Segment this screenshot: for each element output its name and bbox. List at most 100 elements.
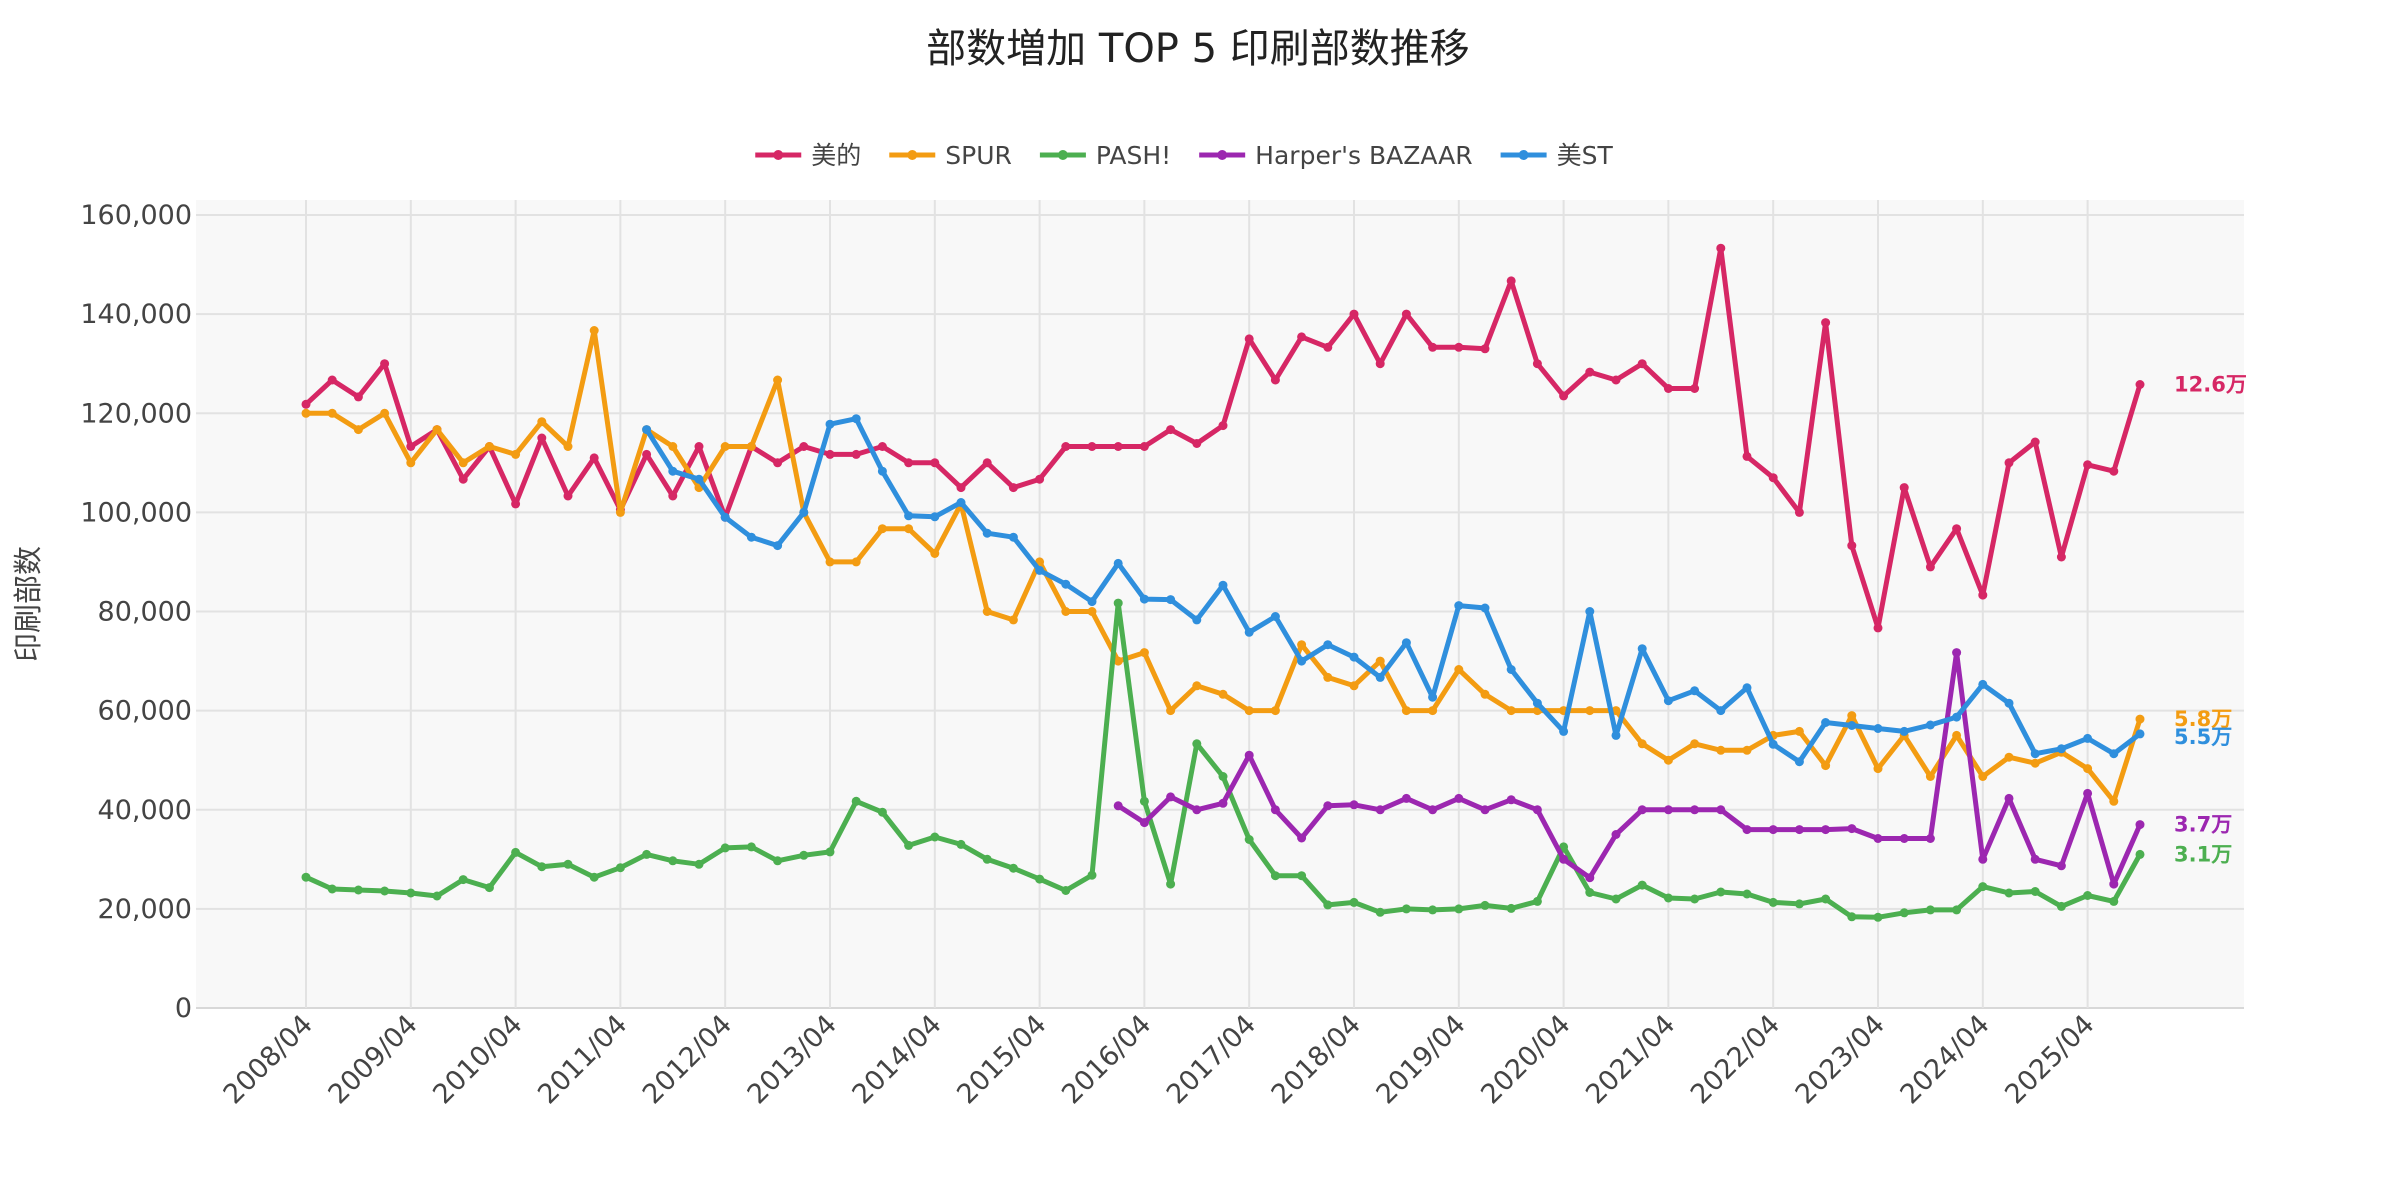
- data-point[interactable]: [1952, 905, 1962, 915]
- data-point[interactable]: [1166, 792, 1176, 802]
- data-point[interactable]: [615, 863, 625, 873]
- data-point[interactable]: [930, 512, 940, 522]
- data-point[interactable]: [1349, 652, 1359, 662]
- data-point[interactable]: [1559, 842, 1569, 852]
- data-point[interactable]: [1506, 706, 1516, 716]
- data-point[interactable]: [1454, 342, 1464, 352]
- data-point[interactable]: [1663, 755, 1673, 765]
- data-point[interactable]: [1454, 601, 1464, 611]
- data-point[interactable]: [1349, 800, 1359, 810]
- data-point[interactable]: [1113, 801, 1123, 811]
- data-point[interactable]: [694, 474, 704, 484]
- data-point[interactable]: [511, 449, 521, 459]
- data-point[interactable]: [642, 449, 652, 459]
- data-point[interactable]: [1821, 761, 1831, 771]
- data-point[interactable]: [1585, 888, 1595, 897]
- data-point[interactable]: [956, 483, 966, 493]
- data-point[interactable]: [2135, 380, 2145, 389]
- data-point[interactable]: [1506, 795, 1516, 805]
- data-point[interactable]: [2109, 466, 2119, 476]
- data-point[interactable]: [1532, 896, 1542, 906]
- data-point[interactable]: [1690, 739, 1700, 749]
- data-point[interactable]: [511, 847, 521, 857]
- data-point[interactable]: [1323, 640, 1333, 650]
- data-point[interactable]: [406, 888, 416, 898]
- data-point[interactable]: [1794, 825, 1804, 835]
- legend-item[interactable]: SPUR: [889, 141, 1012, 170]
- data-point[interactable]: [668, 466, 678, 476]
- data-point[interactable]: [1899, 908, 1909, 918]
- data-point[interactable]: [380, 408, 390, 418]
- data-point[interactable]: [2004, 698, 2014, 708]
- data-point[interactable]: [1218, 772, 1228, 781]
- data-point[interactable]: [1087, 597, 1097, 607]
- data-point[interactable]: [1952, 712, 1962, 722]
- data-point[interactable]: [484, 883, 494, 893]
- data-point[interactable]: [642, 849, 652, 859]
- data-point[interactable]: [537, 862, 547, 872]
- data-point[interactable]: [877, 807, 887, 817]
- data-point[interactable]: [1690, 686, 1700, 696]
- data-point[interactable]: [825, 449, 835, 459]
- series-line[interactable]: [644, 416, 2143, 765]
- data-point[interactable]: [1428, 905, 1438, 915]
- data-point[interactable]: [1690, 805, 1700, 815]
- data-point[interactable]: [930, 549, 940, 558]
- data-point[interactable]: [1139, 818, 1149, 828]
- data-point[interactable]: [1087, 442, 1097, 451]
- data-point[interactable]: [537, 417, 547, 427]
- data-point[interactable]: [1375, 907, 1385, 917]
- data-point[interactable]: [1611, 830, 1621, 839]
- data-point[interactable]: [1716, 887, 1726, 897]
- data-point[interactable]: [1035, 474, 1045, 484]
- data-point[interactable]: [1244, 334, 1254, 344]
- data-point[interactable]: [1794, 899, 1804, 909]
- data-point[interactable]: [1113, 558, 1123, 568]
- data-point[interactable]: [1297, 656, 1307, 666]
- data-point[interactable]: [825, 847, 835, 857]
- data-point[interactable]: [904, 458, 914, 468]
- data-point[interactable]: [1899, 834, 1909, 843]
- data-point[interactable]: [511, 499, 521, 509]
- series-line[interactable]: [1115, 650, 2143, 887]
- data-point[interactable]: [1873, 623, 1883, 633]
- data-point[interactable]: [1742, 451, 1752, 461]
- data-point[interactable]: [1480, 603, 1490, 613]
- data-point[interactable]: [1454, 904, 1464, 914]
- data-point[interactable]: [720, 843, 730, 853]
- data-point[interactable]: [773, 458, 783, 468]
- data-point[interactable]: [1270, 375, 1280, 385]
- data-point[interactable]: [1821, 318, 1831, 328]
- data-point[interactable]: [1821, 894, 1831, 904]
- data-point[interactable]: [1166, 595, 1176, 605]
- data-point[interactable]: [301, 408, 311, 418]
- data-point[interactable]: [877, 442, 887, 451]
- data-point[interactable]: [2056, 744, 2066, 754]
- data-point[interactable]: [982, 607, 992, 616]
- data-point[interactable]: [1663, 805, 1673, 815]
- data-point[interactable]: [589, 453, 599, 463]
- data-point[interactable]: [1323, 900, 1333, 910]
- data-point[interactable]: [1637, 739, 1647, 749]
- data-point[interactable]: [1139, 594, 1149, 604]
- data-point[interactable]: [1978, 854, 1988, 864]
- data-point[interactable]: [2083, 460, 2093, 470]
- data-point[interactable]: [563, 442, 573, 451]
- data-point[interactable]: [1218, 689, 1228, 699]
- data-point[interactable]: [956, 498, 966, 507]
- data-point[interactable]: [537, 433, 547, 443]
- data-point[interactable]: [1375, 672, 1385, 682]
- data-point[interactable]: [1113, 442, 1123, 451]
- data-point[interactable]: [1454, 793, 1464, 803]
- data-point[interactable]: [1035, 565, 1045, 575]
- data-point[interactable]: [982, 528, 992, 538]
- data-point[interactable]: [1401, 793, 1411, 803]
- data-point[interactable]: [1192, 805, 1202, 815]
- data-point[interactable]: [773, 856, 783, 866]
- data-point[interactable]: [589, 326, 599, 335]
- data-point[interactable]: [1637, 805, 1647, 815]
- data-point[interactable]: [904, 511, 914, 521]
- data-point[interactable]: [1061, 886, 1071, 895]
- data-point[interactable]: [1925, 834, 1935, 843]
- data-point[interactable]: [904, 524, 914, 534]
